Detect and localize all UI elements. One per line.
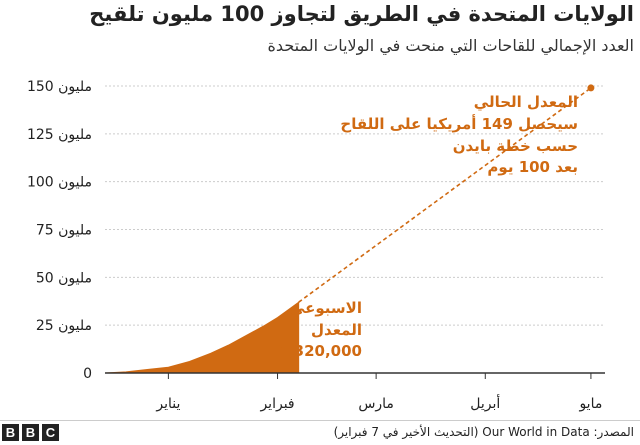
- projection-label: بعد 100 يوم: [487, 158, 578, 176]
- bbc-logo-letter: B: [2, 424, 19, 441]
- bbc-logo-letter: C: [42, 424, 59, 441]
- y-tick-label: 100 مليون: [27, 175, 92, 191]
- x-tick-label: أبريل: [470, 394, 500, 412]
- x-tick-label: يناير: [155, 396, 180, 412]
- x-tick-label: فبراير: [259, 396, 294, 412]
- chart-title: الولايات المتحدة في الطريق لتجاوز 100 مل…: [89, 2, 634, 26]
- weekly-rate-label: الاسبوعي: [290, 299, 362, 317]
- y-tick-label: 0: [83, 366, 92, 382]
- vaccination-area: [104, 301, 300, 374]
- y-tick-label: 125 مليون: [27, 127, 92, 143]
- x-tick-label: مارس: [358, 396, 394, 412]
- weekly-rate-label: المعدل: [311, 321, 362, 339]
- projection-endpoint: [587, 84, 595, 92]
- projection-label: المعدل الحالي: [474, 93, 578, 111]
- projection-line: [298, 87, 592, 303]
- y-tick-label: 25 مليون: [36, 318, 92, 334]
- footer-divider: [0, 420, 640, 421]
- bbc-logo-letter: B: [22, 424, 39, 441]
- bbc-logo: B B C: [2, 424, 59, 441]
- projection-label: حسب خطة بايدن: [453, 137, 578, 155]
- y-tick-label: 75 مليون: [36, 223, 92, 239]
- chart-subtitle: العدد الإجمالي للقاحات التي منحت في الول…: [267, 36, 634, 55]
- y-tick-label: 150 مليون: [27, 79, 92, 95]
- y-tick-label: 50 مليون: [36, 270, 92, 286]
- x-tick-label: مايو: [578, 396, 602, 412]
- weekly-rate-label: 1,320,000: [278, 342, 362, 360]
- vaccination-chart: 0 25 مليون 50 مليون 75 مليون 100 مليون 125 مل…: [27, 79, 605, 412]
- projection-label: سيحصل 149 أمريكيا على اللقاح: [340, 114, 578, 133]
- source-note: المصدر: Our World in Data (التحديث الأخي…: [333, 425, 634, 439]
